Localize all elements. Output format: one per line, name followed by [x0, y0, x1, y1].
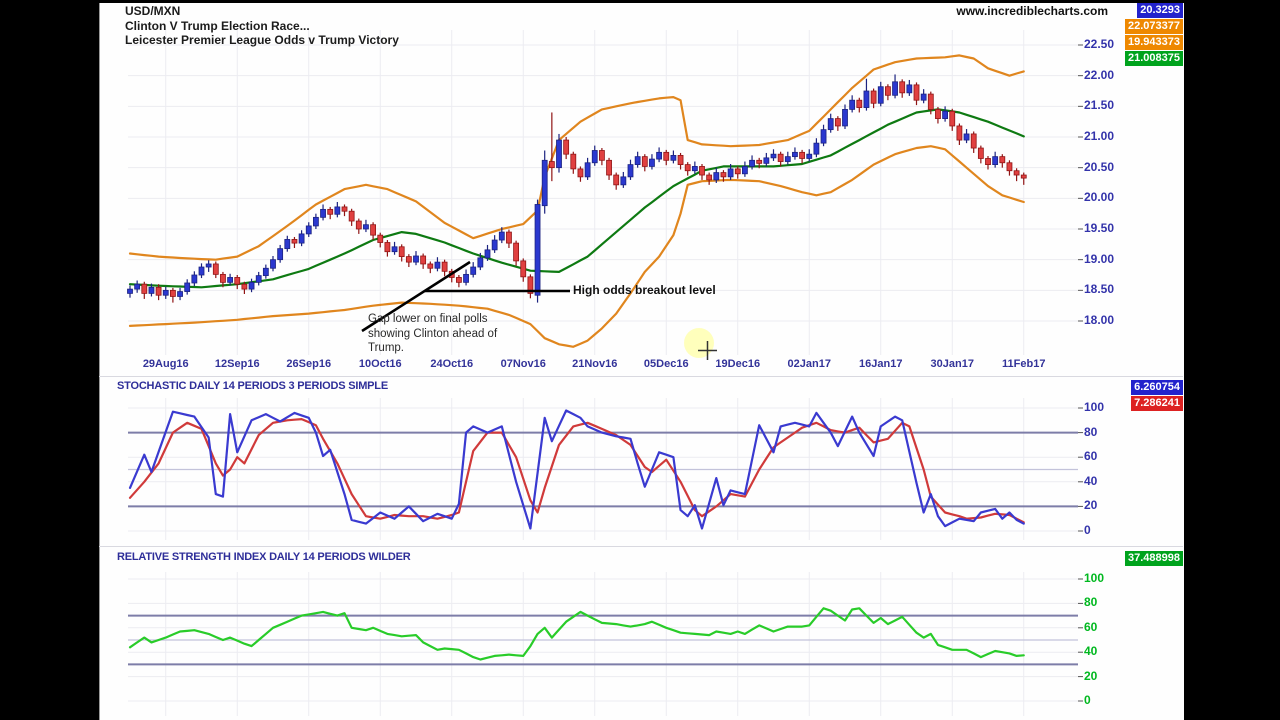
stochastic-readout-badges: 6.260754 7.286241 [1131, 380, 1183, 411]
price-axis-label: 20.00 [1084, 190, 1115, 205]
rsi-readout-badge: 37.488998 [1125, 551, 1183, 566]
gap-note-annotation: Gap lower on final polls showing Clinton… [368, 313, 498, 354]
symbol-title: USD/MXN [125, 4, 181, 18]
price-badge: 19.943373 [1125, 35, 1183, 50]
date-axis-label: 19Dec16 [715, 358, 761, 370]
stochastic-axis-label: 40 [1084, 473, 1098, 488]
rsi-axis-label: 80 [1084, 595, 1098, 610]
rsi-axis-label: 40 [1084, 644, 1098, 659]
price-badge: 21.008375 [1125, 51, 1183, 66]
price-axis-label: 22.00 [1084, 67, 1115, 82]
panel-separator [99, 376, 1183, 377]
date-axis-label: 16Jan17 [859, 358, 903, 370]
price-axis-label: 21.00 [1084, 128, 1115, 143]
price-axis-label: 19.50 [1084, 220, 1115, 235]
date-axis-label: 11Feb17 [1002, 358, 1046, 370]
stochastic-panel-title: STOCHASTIC DAILY 14 PERIODS 3 PERIODS SI… [117, 380, 388, 392]
chart-subtitle-2: Leicester Premier League Odds v Trump Vi… [125, 33, 399, 47]
price-axis-label: 22.50 [1084, 37, 1115, 51]
stochastic-value-badge: 6.260754 [1131, 380, 1183, 395]
overlay-lines [128, 54, 1025, 348]
price-readout-badges: 20.3293 22.073377 19.943373 21.008375 [1125, 3, 1183, 66]
date-axis-label: 02Jan17 [787, 358, 831, 370]
price-badge: 20.3293 [1137, 3, 1183, 18]
date-axis-label: 21Nov16 [572, 358, 618, 370]
stochastic-axis-label: 20 [1084, 498, 1098, 513]
indicator-lines [128, 409, 1025, 661]
rsi-panel-title: RELATIVE STRENGTH INDEX DAILY 14 PERIODS… [117, 551, 411, 563]
date-axis-label: 12Sep16 [214, 358, 260, 370]
date-axis-label: 10Oct16 [358, 358, 402, 370]
stochastic-axis-label: 100 [1084, 400, 1105, 414]
breakout-level-annotation: High odds breakout level [573, 283, 716, 297]
stochastic-axis-label: 60 [1084, 449, 1098, 464]
price-axis-label: 18.00 [1084, 312, 1115, 327]
website-watermark: www.incrediblecharts.com [956, 4, 1108, 18]
rsi-axis-label: 0 [1084, 693, 1091, 707]
stochastic-axis-label: 0 [1084, 523, 1091, 537]
date-axis-label: 30Jan17 [930, 358, 974, 370]
rsi-axis-label: 100 [1084, 571, 1105, 585]
gridlines [128, 30, 1083, 716]
stochastic-axis-label: 80 [1084, 424, 1098, 439]
price-axis-label: 19.00 [1084, 251, 1115, 266]
date-axis-label: 07Nov16 [500, 358, 546, 370]
chart-subtitle-1: Clinton V Trump Election Race... [125, 19, 310, 33]
date-axis-label: 24Oct16 [430, 358, 474, 370]
stochastic-value-badge: 7.286241 [1131, 396, 1183, 411]
price-axis-label: 20.50 [1084, 159, 1115, 174]
panel-separator [99, 546, 1183, 547]
candlesticks [127, 74, 1027, 303]
chart-page [99, 3, 1184, 720]
price-axis-label: 21.50 [1084, 98, 1115, 113]
rsi-axis-label: 60 [1084, 619, 1098, 634]
date-axis-label: 05Dec16 [643, 358, 689, 370]
price-badge: 22.073377 [1125, 19, 1183, 34]
date-axis-label: 29Aug16 [142, 358, 189, 370]
annotation-lines [361, 260, 570, 333]
rsi-axis-label: 20 [1084, 668, 1098, 683]
price-axis-label: 18.50 [1084, 282, 1115, 297]
rsi-value-badge: 37.488998 [1125, 551, 1183, 566]
date-axis-label: 26Sep16 [286, 358, 332, 370]
crosshair-cursor [684, 328, 717, 360]
